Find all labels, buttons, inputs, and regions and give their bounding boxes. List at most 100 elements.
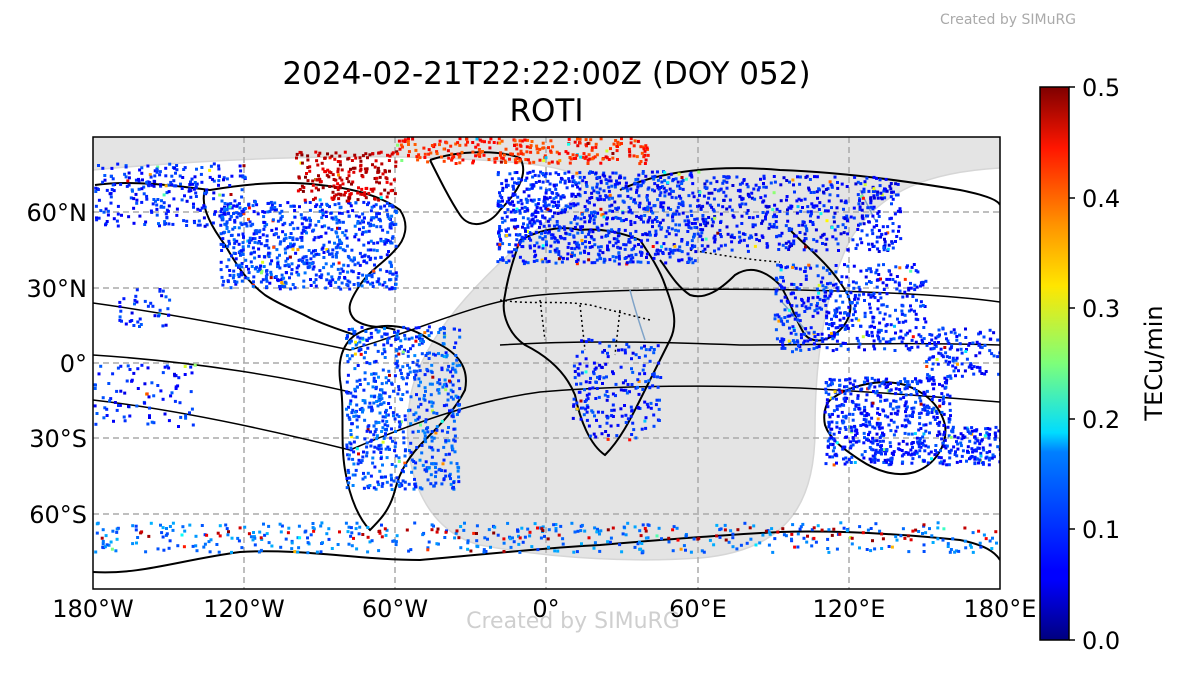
roti-point xyxy=(678,245,682,249)
roti-point xyxy=(725,180,729,184)
roti-point xyxy=(350,269,354,273)
roti-point xyxy=(389,241,393,245)
roti-point xyxy=(616,145,619,148)
roti-point xyxy=(917,428,921,432)
roti-point xyxy=(512,203,516,207)
roti-point xyxy=(782,286,786,290)
roti-point xyxy=(891,407,895,411)
roti-point xyxy=(341,182,345,186)
roti-point xyxy=(118,318,122,322)
roti-point xyxy=(94,190,98,193)
roti-point xyxy=(423,431,427,435)
roti-point xyxy=(442,331,446,335)
roti-point xyxy=(830,324,834,328)
roti-point xyxy=(639,239,643,243)
roti-point xyxy=(261,210,265,214)
roti-point xyxy=(459,546,463,550)
roti-point xyxy=(915,451,919,455)
roti-point xyxy=(939,456,943,460)
roti-point xyxy=(856,193,860,197)
roti-point xyxy=(372,450,376,454)
roti-point xyxy=(353,166,357,170)
roti-point xyxy=(430,363,434,367)
roti-point xyxy=(934,409,938,413)
roti-point xyxy=(226,211,230,215)
roti-point xyxy=(660,245,663,249)
roti-point xyxy=(322,251,326,254)
roti-point xyxy=(787,227,791,231)
roti-point xyxy=(423,398,427,402)
roti-point xyxy=(373,165,377,169)
roti-point xyxy=(283,247,287,251)
roti-point xyxy=(316,163,320,167)
roti-point xyxy=(667,206,670,210)
roti-point xyxy=(393,192,397,196)
roti-point xyxy=(463,521,466,525)
roti-point xyxy=(713,249,716,253)
roti-point xyxy=(454,341,458,345)
roti-point xyxy=(397,456,401,460)
roti-point xyxy=(782,279,785,283)
roti-point xyxy=(977,461,980,465)
roti-point xyxy=(329,284,333,287)
roti-point xyxy=(890,202,893,206)
roti-point xyxy=(209,164,213,168)
roti-point xyxy=(970,426,974,430)
roti-point xyxy=(242,235,245,239)
roti-point xyxy=(760,221,764,225)
roti-point xyxy=(617,254,621,258)
roti-point xyxy=(623,176,627,180)
roti-point xyxy=(531,169,535,173)
roti-point xyxy=(551,233,555,237)
roti-point xyxy=(875,219,879,223)
roti-point xyxy=(334,280,338,284)
roti-point xyxy=(370,273,374,277)
roti-point xyxy=(616,234,620,238)
roti-point xyxy=(155,167,159,171)
roti-point xyxy=(858,525,862,529)
roti-point xyxy=(431,409,434,413)
roti-point xyxy=(498,227,502,231)
roti-point xyxy=(325,248,329,251)
roti-point xyxy=(385,456,389,460)
roti-point xyxy=(374,328,378,332)
roti-point xyxy=(846,264,850,268)
roti-point xyxy=(604,155,608,159)
roti-point xyxy=(598,187,602,191)
roti-point xyxy=(574,195,578,198)
roti-point xyxy=(778,209,782,213)
roti-point xyxy=(693,217,697,221)
roti-point xyxy=(160,531,164,535)
roti-point xyxy=(961,434,965,438)
roti-point xyxy=(481,150,484,153)
roti-point xyxy=(358,340,362,344)
roti-point xyxy=(444,388,448,392)
roti-point xyxy=(564,204,568,208)
roti-point xyxy=(298,258,302,262)
roti-point xyxy=(916,270,920,274)
roti-point xyxy=(366,203,369,207)
roti-point xyxy=(440,419,444,423)
roti-point xyxy=(751,216,755,220)
roti-point xyxy=(710,224,714,228)
roti-point xyxy=(185,219,189,223)
roti-point xyxy=(849,536,853,540)
roti-point xyxy=(411,344,415,348)
roti-point xyxy=(336,160,340,163)
roti-point xyxy=(317,235,321,239)
roti-point xyxy=(922,432,926,436)
roti-point xyxy=(621,199,625,203)
roti-point xyxy=(288,276,291,280)
roti-point xyxy=(559,524,563,528)
roti-point xyxy=(898,207,902,211)
roti-point xyxy=(909,448,913,452)
roti-point xyxy=(338,238,341,242)
roti-point xyxy=(555,220,559,223)
roti-point xyxy=(338,163,342,167)
roti-point xyxy=(301,189,305,193)
roti-point xyxy=(389,473,393,477)
roti-point xyxy=(751,223,755,227)
roti-point xyxy=(390,488,394,491)
roti-point xyxy=(922,337,926,341)
roti-point xyxy=(119,309,123,313)
